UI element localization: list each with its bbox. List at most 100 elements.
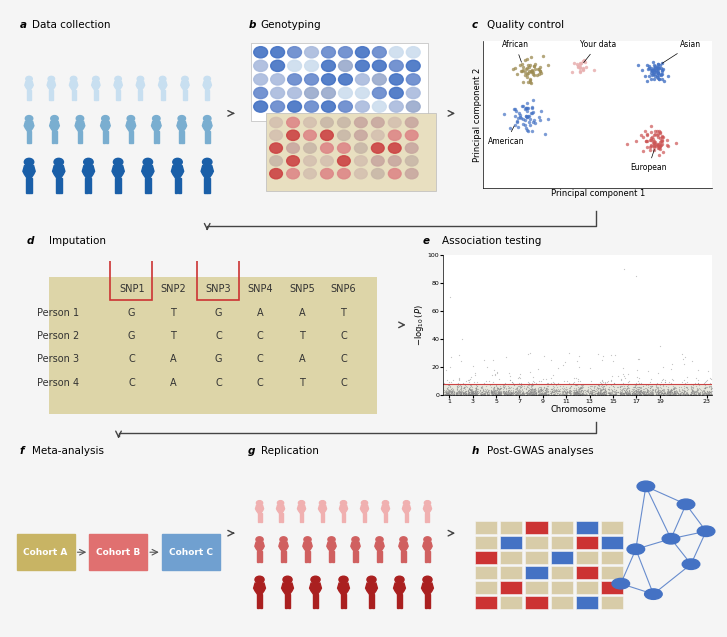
Point [691, 387, 703, 397]
Point [443, 388, 454, 398]
Point [596, 389, 608, 399]
Point [491, 390, 503, 400]
Point [533, 364, 545, 374]
Point [630, 390, 641, 400]
Point [658, 388, 670, 398]
Circle shape [356, 47, 369, 58]
Point [649, 126, 661, 136]
Point [591, 387, 603, 397]
Point [696, 387, 708, 397]
Circle shape [406, 74, 420, 85]
Circle shape [256, 537, 263, 542]
Point [654, 389, 665, 399]
Point [491, 383, 502, 394]
Point [465, 381, 477, 391]
Point [494, 389, 506, 399]
Point [663, 387, 675, 397]
Point [600, 387, 611, 397]
Point [638, 381, 649, 391]
Point [593, 390, 605, 400]
Point [644, 389, 656, 399]
Point [576, 387, 587, 397]
Point [651, 63, 662, 73]
Text: American: American [488, 126, 525, 146]
Polygon shape [29, 178, 32, 193]
Point [656, 139, 668, 149]
Point [534, 62, 546, 72]
Point [561, 387, 572, 397]
Point [457, 383, 469, 393]
Point [681, 385, 693, 396]
Point [599, 390, 611, 400]
Point [698, 389, 710, 399]
Point [606, 389, 617, 399]
Point [614, 389, 626, 399]
Point [451, 389, 463, 399]
Point [666, 387, 678, 397]
Point [586, 390, 598, 400]
Point [680, 382, 692, 392]
Point [470, 385, 481, 396]
Point [668, 385, 680, 396]
Point [566, 385, 577, 396]
Point [505, 387, 517, 397]
Point [631, 386, 643, 396]
Point [459, 384, 471, 394]
Point [487, 355, 499, 366]
Polygon shape [105, 131, 108, 143]
Point [551, 386, 563, 396]
Point [452, 387, 464, 397]
Point [654, 60, 665, 70]
Point [593, 389, 605, 399]
Point [692, 384, 704, 394]
Point [500, 352, 512, 362]
Point [677, 389, 688, 399]
Point [457, 390, 468, 400]
Point [633, 388, 645, 398]
Point [491, 383, 502, 394]
Point [691, 383, 702, 394]
Circle shape [304, 537, 311, 542]
Point [643, 388, 655, 398]
Point [499, 388, 510, 398]
Point [594, 389, 606, 399]
Point [486, 387, 498, 397]
Point [641, 390, 653, 400]
Point [446, 390, 457, 400]
Point [592, 389, 603, 399]
Point [611, 387, 622, 397]
Point [615, 385, 627, 396]
Point [584, 385, 595, 396]
Point [574, 389, 586, 399]
Point [545, 387, 557, 397]
Point [669, 389, 680, 399]
Point [594, 389, 606, 399]
Point [500, 389, 512, 399]
Point [599, 385, 611, 395]
Point [670, 390, 681, 400]
Point [507, 388, 518, 398]
Point [465, 388, 476, 398]
Point [577, 62, 588, 73]
Point [635, 389, 647, 399]
Point [486, 389, 497, 399]
FancyBboxPatch shape [576, 536, 598, 549]
Point [525, 382, 537, 392]
Point [697, 389, 709, 399]
Polygon shape [116, 90, 118, 100]
Point [661, 389, 672, 399]
Point [589, 390, 601, 400]
Point [483, 386, 494, 396]
Point [515, 113, 526, 123]
Point [538, 351, 550, 361]
Point [455, 388, 467, 398]
Point [570, 385, 582, 395]
Text: A: A [299, 308, 305, 318]
Point [462, 385, 474, 396]
Point [574, 390, 585, 400]
Polygon shape [56, 178, 58, 193]
Point [686, 385, 698, 396]
Point [593, 349, 604, 359]
Point [538, 389, 550, 399]
Point [463, 377, 475, 387]
